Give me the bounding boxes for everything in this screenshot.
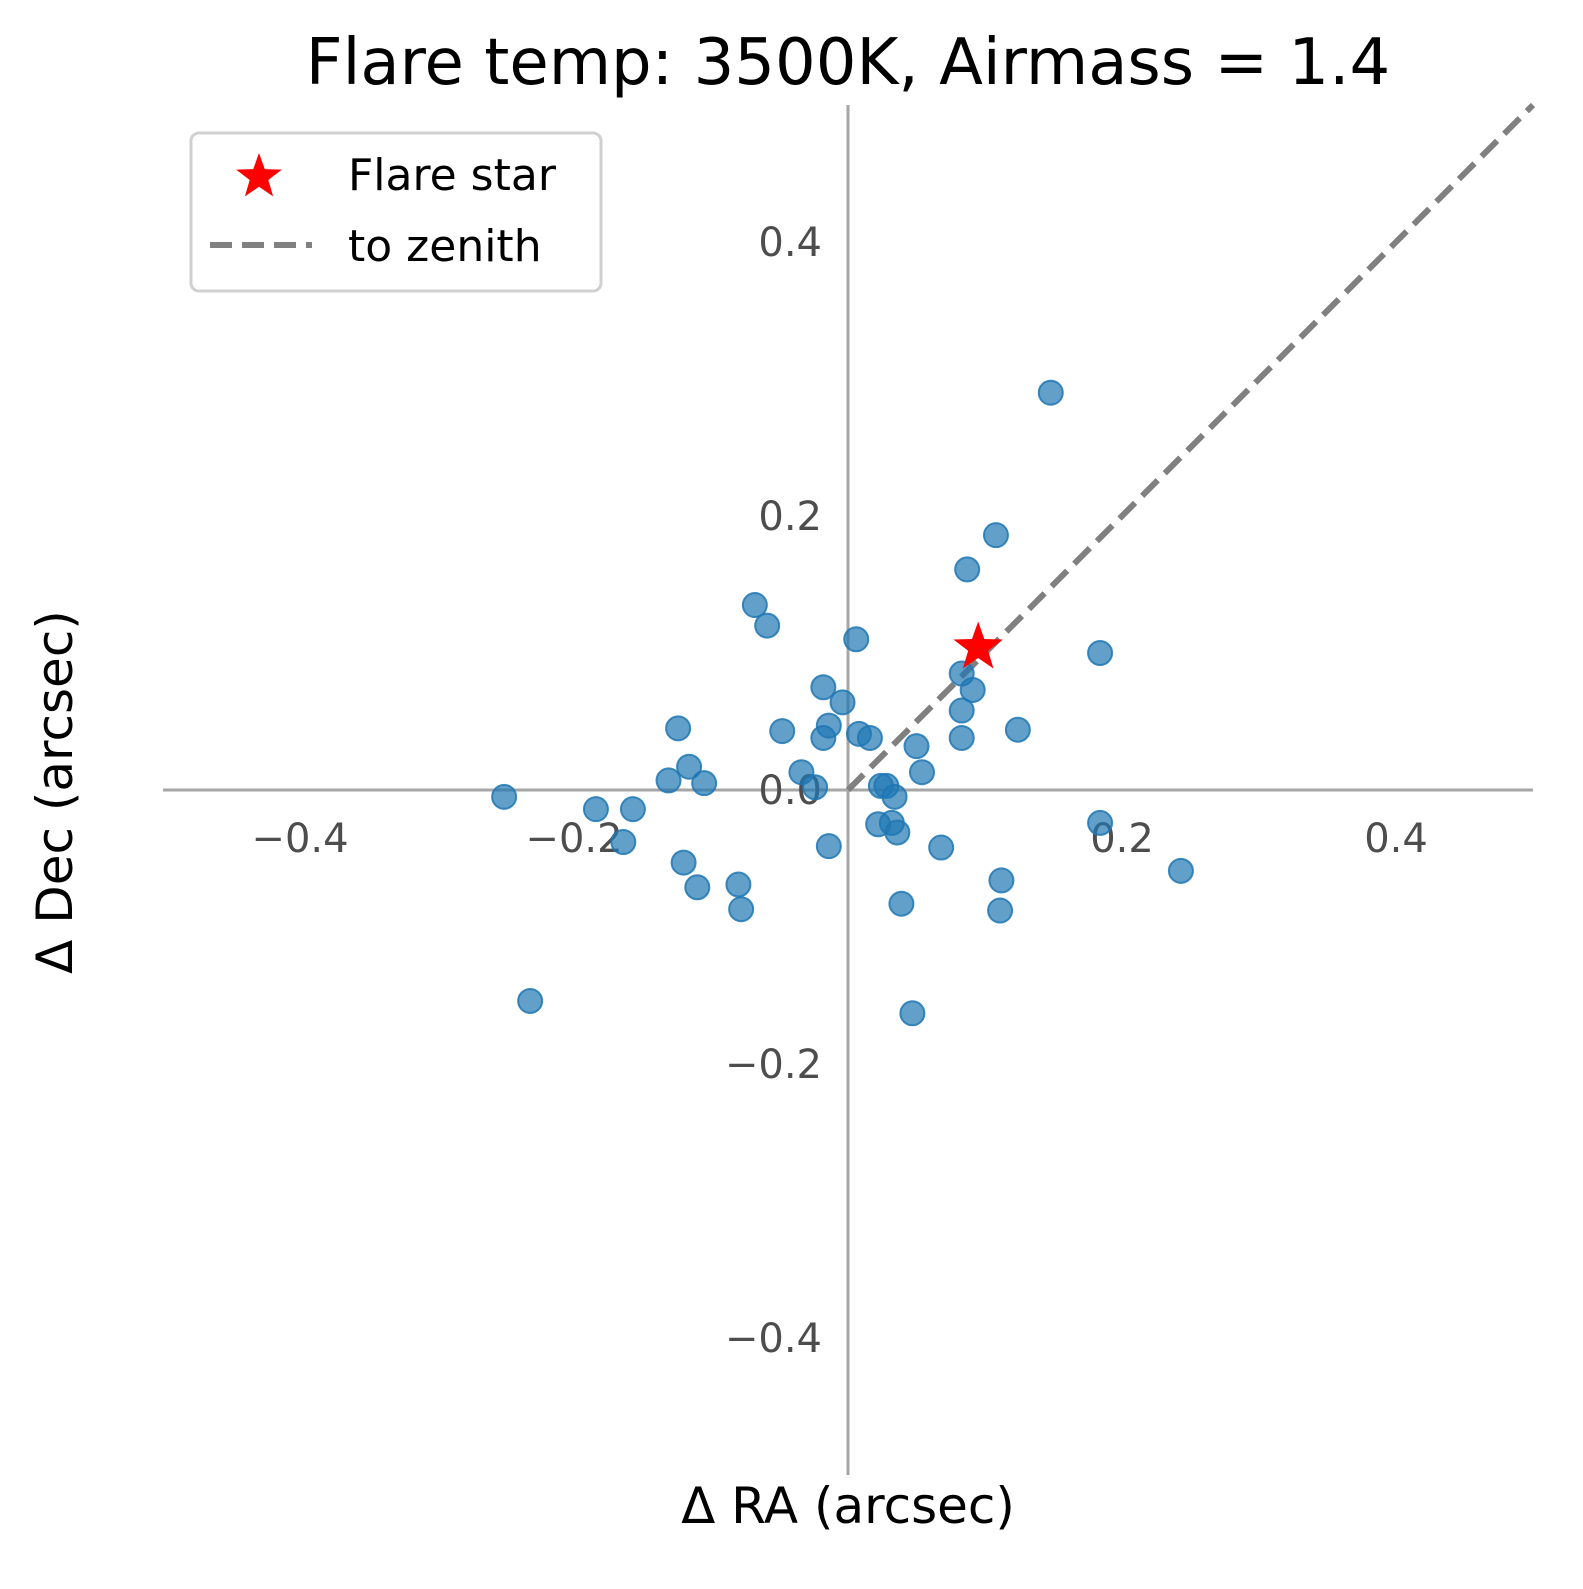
y-tick-labels: 0.40.20.0−0.2−0.4 [725, 220, 822, 1362]
scatter-point [728, 896, 755, 923]
scatter-point [903, 733, 930, 760]
scatter-point [884, 819, 911, 846]
x-tick-label: −0.4 [251, 816, 348, 862]
scatter-point [987, 897, 1014, 924]
scatter-point [1004, 716, 1031, 743]
scatter-point [684, 874, 711, 901]
legend-frame [189, 131, 603, 293]
chart-title: Flare temp: 3500K, Airmass = 1.4 [306, 26, 1390, 100]
scatter-point [1087, 809, 1114, 836]
scatter-point [959, 676, 986, 703]
y-tick-label: −0.4 [725, 1316, 822, 1362]
scatter-points [491, 379, 1194, 1027]
scatter-point [676, 753, 703, 780]
scatter-point [815, 833, 842, 860]
x-axis-title: Δ RA (arcsec) [681, 1477, 1015, 1535]
scatter-point [769, 718, 796, 745]
scatter-point [610, 829, 637, 856]
scatter-point [1037, 379, 1064, 406]
scatter-point [829, 689, 856, 716]
scatter-point [948, 724, 975, 751]
scatter-point [948, 697, 975, 724]
scatter-point [754, 612, 781, 639]
y-axis-title: Δ Dec (arcsec) [26, 610, 84, 974]
scatter-point [670, 849, 697, 876]
x-tick-labels: −0.4 −0.2 0.2 0.4 [251, 816, 1427, 862]
scatter-point [491, 783, 518, 810]
scatter-point [691, 770, 718, 797]
scatter-point [982, 522, 1009, 549]
legend-label-to-zenith: to zenith [348, 221, 542, 272]
scatter-point [810, 724, 837, 751]
scatter-point [619, 796, 646, 823]
scatter-point [988, 867, 1015, 894]
flare-star-marker [953, 621, 1003, 669]
scatter-point [928, 834, 955, 861]
scatter-point [582, 796, 609, 823]
legend: Flare star to zenith [189, 131, 603, 293]
x-tick-label: −0.2 [525, 816, 622, 862]
scatter-point [881, 783, 908, 810]
scatter-point [843, 626, 870, 653]
legend-label-flare-star: Flare star [348, 150, 557, 201]
scatter-point [665, 715, 692, 742]
scatter-point [810, 674, 837, 701]
scatter-point [517, 987, 544, 1014]
scatter-point [856, 724, 883, 751]
scatter-point [1087, 640, 1114, 666]
scatter-point [908, 759, 935, 786]
scatter-point [741, 592, 768, 619]
zenith-line [845, 102, 1536, 793]
y-tick-label: 0.2 [758, 494, 822, 540]
legend-star-icon [236, 153, 282, 197]
scatter-point [899, 1000, 926, 1027]
scatter-point [725, 871, 752, 898]
scatter-point [1167, 857, 1194, 884]
scatter-point [655, 767, 682, 794]
x-tick-label: 0.4 [1364, 816, 1428, 862]
y-tick-label: 0.4 [758, 220, 822, 266]
y-tick-label: −0.2 [725, 1042, 822, 1088]
scatter-point [888, 890, 915, 917]
scatter-point [954, 556, 981, 583]
scatter-point [802, 774, 829, 801]
